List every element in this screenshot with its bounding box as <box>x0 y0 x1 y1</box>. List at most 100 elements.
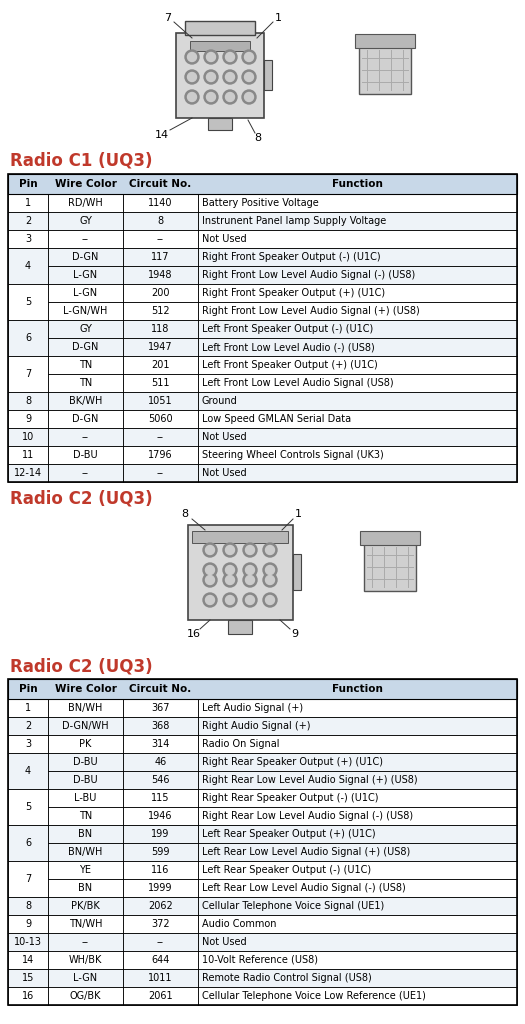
Bar <box>123 266 198 284</box>
Bar <box>228 620 252 634</box>
Text: Function: Function <box>332 179 383 189</box>
Bar <box>8 174 517 482</box>
Circle shape <box>205 596 215 604</box>
Text: Right Audio Signal (+): Right Audio Signal (+) <box>202 721 310 731</box>
Bar <box>123 969 198 987</box>
Bar <box>123 392 198 410</box>
Text: 2: 2 <box>25 216 31 226</box>
Text: 367: 367 <box>151 703 170 713</box>
Text: 2: 2 <box>25 721 31 731</box>
Circle shape <box>226 52 235 61</box>
Text: 1947: 1947 <box>148 342 173 352</box>
Bar <box>48 230 123 248</box>
Bar <box>48 392 123 410</box>
Bar <box>8 717 517 735</box>
Circle shape <box>203 543 217 557</box>
Text: --: -- <box>157 432 164 442</box>
Text: 599: 599 <box>151 847 170 857</box>
Bar <box>123 790 198 807</box>
Bar <box>8 753 48 790</box>
Bar <box>198 753 517 771</box>
Text: 1051: 1051 <box>148 396 173 406</box>
Text: 7: 7 <box>164 13 172 23</box>
Text: D-GN: D-GN <box>72 414 99 424</box>
Text: 9: 9 <box>25 919 31 929</box>
Text: Left Front Low Level Audio (-) (US8): Left Front Low Level Audio (-) (US8) <box>202 342 375 352</box>
Text: Left Front Speaker Output (-) (U1C): Left Front Speaker Output (-) (U1C) <box>202 324 373 334</box>
Bar <box>48 753 123 771</box>
Bar <box>8 679 517 1005</box>
Bar <box>198 879 517 897</box>
Text: Function: Function <box>332 684 383 694</box>
Text: Radio C2 (UQ3): Radio C2 (UQ3) <box>10 657 153 675</box>
Bar <box>198 212 517 230</box>
Text: TN/WH: TN/WH <box>69 919 102 929</box>
Bar <box>8 735 517 753</box>
Text: Right Rear Speaker Output (+) (U1C): Right Rear Speaker Output (+) (U1C) <box>202 757 383 767</box>
Circle shape <box>226 546 235 555</box>
Bar <box>123 951 198 969</box>
Bar <box>48 464 123 482</box>
Bar <box>48 699 123 717</box>
Text: RD/WH: RD/WH <box>68 198 103 208</box>
Bar <box>8 446 48 464</box>
Bar <box>355 34 415 48</box>
Bar <box>123 319 198 338</box>
Text: L-GN: L-GN <box>74 270 98 280</box>
Text: 12-14: 12-14 <box>14 468 42 478</box>
Text: 9: 9 <box>25 414 31 424</box>
Bar <box>123 897 198 915</box>
Text: Circuit No.: Circuit No. <box>129 179 192 189</box>
Bar <box>8 356 517 392</box>
Text: Pin: Pin <box>19 684 37 694</box>
Text: 3: 3 <box>25 739 31 749</box>
Bar <box>8 284 48 319</box>
Text: 10-Volt Reference (US8): 10-Volt Reference (US8) <box>202 955 318 965</box>
Text: Right Rear Low Level Audio Signal (+) (US8): Right Rear Low Level Audio Signal (+) (U… <box>202 775 417 785</box>
Text: 16: 16 <box>187 629 201 639</box>
Bar <box>48 879 123 897</box>
Bar <box>8 933 48 951</box>
Bar <box>123 915 198 933</box>
Bar <box>8 212 48 230</box>
Circle shape <box>246 596 255 604</box>
Text: 117: 117 <box>151 252 170 262</box>
Text: 1140: 1140 <box>148 198 173 208</box>
Circle shape <box>266 546 275 555</box>
Text: BN: BN <box>78 883 92 893</box>
Text: L-BU: L-BU <box>75 793 97 803</box>
Bar <box>48 933 123 951</box>
Text: Not Used: Not Used <box>202 468 247 478</box>
Bar <box>48 807 123 825</box>
Circle shape <box>206 73 215 82</box>
Circle shape <box>226 596 235 604</box>
Text: Left Rear Low Level Audio Signal (-) (US8): Left Rear Low Level Audio Signal (-) (US… <box>202 883 406 893</box>
Bar <box>123 374 198 392</box>
Bar <box>8 464 517 482</box>
Bar <box>123 428 198 446</box>
Circle shape <box>223 563 237 577</box>
Text: Right Rear Speaker Output (-) (U1C): Right Rear Speaker Output (-) (U1C) <box>202 793 379 803</box>
Bar <box>8 897 517 915</box>
Bar <box>123 807 198 825</box>
Circle shape <box>245 92 254 101</box>
Circle shape <box>266 575 275 585</box>
Bar <box>8 735 48 753</box>
Bar <box>8 861 48 897</box>
Circle shape <box>246 575 255 585</box>
Bar <box>8 428 48 446</box>
Circle shape <box>266 565 275 574</box>
Bar <box>8 319 48 356</box>
Bar <box>264 60 272 90</box>
Bar <box>8 446 517 464</box>
Bar <box>48 897 123 915</box>
Bar <box>8 410 517 428</box>
Text: 2062: 2062 <box>148 901 173 911</box>
Text: 511: 511 <box>151 378 170 388</box>
Bar <box>8 464 48 482</box>
Text: Not Used: Not Used <box>202 937 247 947</box>
Bar <box>292 554 300 590</box>
Bar <box>123 464 198 482</box>
Circle shape <box>187 92 196 101</box>
Bar <box>198 861 517 879</box>
